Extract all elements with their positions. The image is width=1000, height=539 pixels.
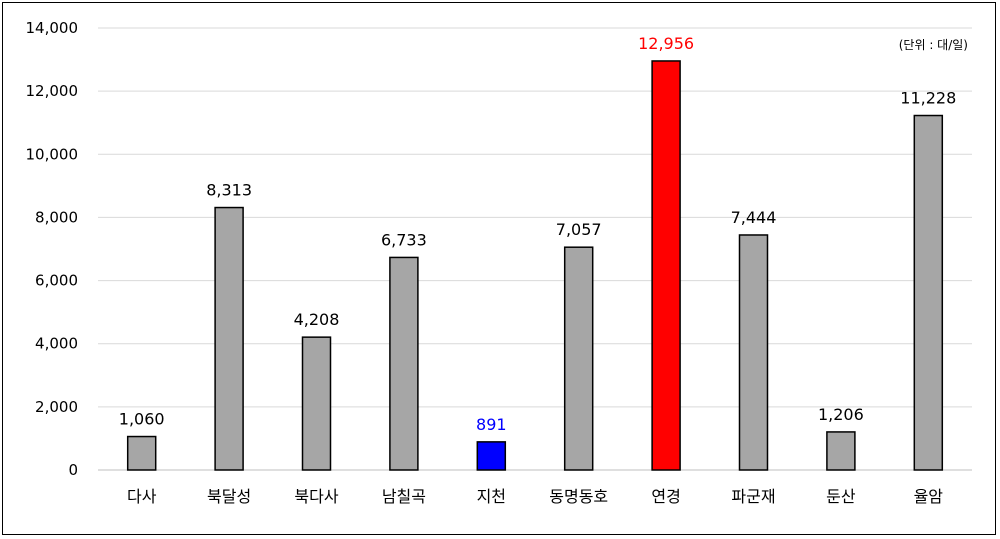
category-label: 둔산 [826, 487, 856, 506]
y-tick-label: 14,000 [26, 19, 79, 37]
y-tick-label: 6,000 [35, 272, 78, 290]
data-label: 12,956 [638, 34, 694, 53]
data-label: 1,206 [818, 405, 864, 424]
data-label: 4,208 [294, 310, 340, 329]
y-tick-label: 4,000 [35, 335, 78, 353]
bar [826, 431, 856, 471]
data-labels: 1,060 8,313 4,208 6,733 891 7,057 12,956 7,444 1… [119, 34, 956, 434]
bar [651, 60, 681, 471]
category-label: 북다사 [294, 487, 338, 506]
bar [913, 114, 944, 471]
category-label: 남칠곡 [382, 487, 426, 506]
data-label: 891 [476, 415, 507, 434]
data-label: 1,060 [119, 410, 165, 429]
category-label: 북달성 [207, 487, 251, 506]
data-label: 6,733 [381, 230, 427, 249]
data-label: 8,313 [206, 181, 252, 200]
bar [301, 336, 332, 471]
category-label: 연경 [651, 487, 680, 506]
y-tick-label: 12,000 [26, 82, 79, 100]
category-label: 동명동호 [549, 487, 608, 506]
category-label: 파군재 [731, 487, 775, 506]
y-axis-ticks: 0 2,000 4,000 6,000 8,000 10,000 12,000 14,000 [26, 19, 79, 479]
data-label: 11,228 [900, 89, 956, 108]
bar [389, 256, 419, 471]
category-label: 다사 [127, 487, 157, 506]
y-tick-label: 2,000 [35, 398, 78, 416]
data-label: 7,444 [731, 208, 777, 227]
y-tick-label: 0 [68, 461, 78, 479]
bar [214, 206, 244, 471]
bar [738, 234, 769, 471]
category-label: 지천 [477, 487, 506, 506]
bars [126, 60, 944, 471]
bar [476, 441, 507, 471]
x-axis-categories: 다사 북달성 북다사 남칠곡 지천 동명동호 연경 파군재 둔산 율암 [127, 487, 943, 506]
y-tick-label: 8,000 [35, 208, 78, 226]
bar [126, 435, 157, 471]
y-tick-label: 10,000 [26, 145, 79, 163]
unit-note: (단위 : 대/일) [899, 38, 968, 52]
data-label: 7,057 [556, 220, 602, 239]
category-label: 율암 [914, 487, 944, 506]
bar [563, 246, 594, 471]
